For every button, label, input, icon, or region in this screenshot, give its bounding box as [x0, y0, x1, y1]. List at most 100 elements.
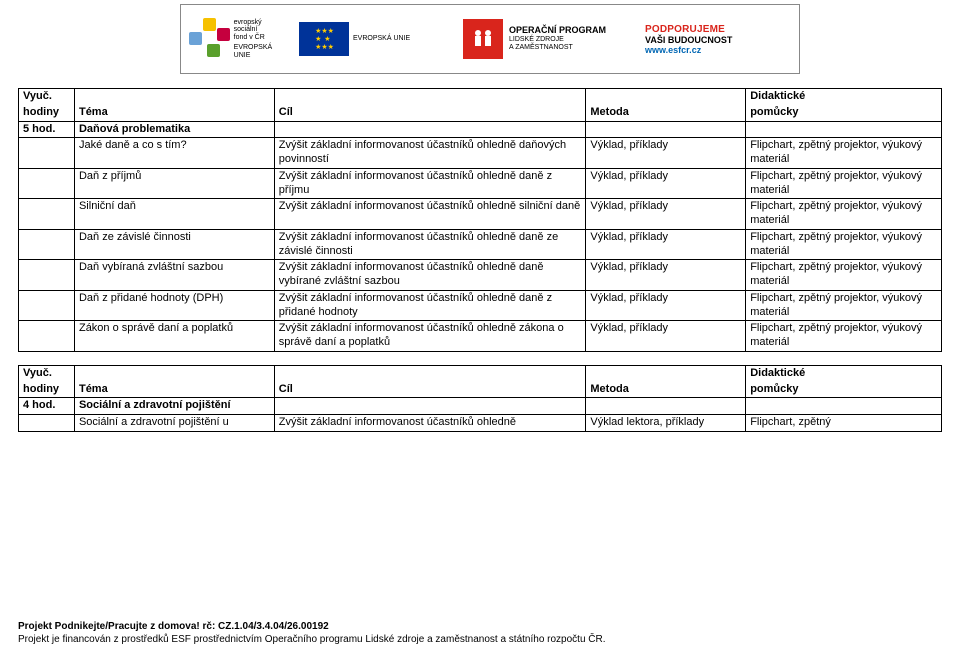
blank-cell — [586, 365, 746, 381]
eu-label: EVROPSKÁ UNIE — [353, 35, 410, 43]
esf-logo: evropský sociální fond v ČR EVROPSKÁ UNI… — [189, 9, 289, 69]
op-logo: OPERAČNÍ PROGRAM LIDSKÉ ZDROJE A ZAMĚSTN… — [463, 9, 633, 69]
section-row: 4 hod. Sociální a zdravotní pojištění — [19, 398, 942, 415]
footer-line1: Projekt Podnikejte/Pracujte z domova! rč… — [18, 620, 606, 633]
section2-title: Sociální a zdravotní pojištění — [74, 398, 274, 415]
support-line1: PODPORUJEME — [645, 24, 795, 35]
blank-cell — [19, 138, 75, 169]
row-cil: Zvýšit základní informovanost účastníků … — [274, 321, 586, 352]
esf-icon — [189, 18, 230, 60]
row-tema: Daň ze závislé činnosti — [74, 229, 274, 260]
row-cil: Zvýšit základní informovanost účastníků … — [274, 415, 586, 432]
table-header-row-1: Vyuč. Didaktické — [19, 89, 942, 105]
col-cil-h2: Cíl — [274, 105, 586, 121]
eu-line1: EVROPSKÁ UNIE — [353, 35, 410, 43]
col-tema-h2: Téma — [74, 105, 274, 121]
table-row: Daň z přidané hodnoty (DPH)Zvýšit základ… — [19, 290, 942, 321]
blank-cell — [19, 199, 75, 230]
col-pomucky-h2: pomůcky — [746, 105, 942, 121]
col-hours-h2: hodiny — [19, 105, 75, 121]
col-hours-h2b: hodiny — [19, 382, 75, 398]
row-metoda: Výklad, příklady — [586, 138, 746, 169]
table-row: Jaké daně a co s tím?Zvýšit základní inf… — [19, 138, 942, 169]
row-metoda: Výklad, příklady — [586, 199, 746, 230]
esf-dot-blue — [189, 32, 202, 45]
support-logo: PODPORUJEME VAŠI BUDOUCNOST www.esfcr.cz — [645, 9, 795, 69]
col-cil-h1 — [274, 89, 586, 105]
table-header2-row-2: hodiny Téma Cíl Metoda pomůcky — [19, 382, 942, 398]
row-cil: Zvýšit základní informovanost účastníků … — [274, 168, 586, 199]
esf-line2: sociální — [234, 26, 289, 34]
row-metoda: Výklad, příklady — [586, 260, 746, 291]
section2-hours: 4 hod. — [19, 398, 75, 415]
col-tema-h1 — [74, 89, 274, 105]
row-metoda: Výklad, příklady — [586, 229, 746, 260]
blank-cell — [274, 398, 586, 415]
op-icon — [463, 19, 503, 59]
support-line3: www.esfcr.cz — [645, 45, 795, 55]
row-metoda: Výklad lektora, příklady — [586, 415, 746, 432]
blank-cell — [746, 398, 942, 415]
col-pomucky-h1b: Didaktické — [746, 365, 942, 381]
row-cil: Zvýšit základní informovanost účastníků … — [274, 199, 586, 230]
row-metoda: Výklad, příklady — [586, 290, 746, 321]
blank-cell — [19, 415, 75, 432]
esf-dot-green — [207, 44, 220, 57]
col-hours-h1: Vyuč. — [19, 89, 75, 105]
col-metoda-h2b: Metoda — [586, 382, 746, 398]
section-row: 5 hod. Daňová problematika — [19, 121, 942, 138]
col-pomucky-h1: Didaktické — [746, 89, 942, 105]
row-pomucky: Flipchart, zpětný projektor, výukový mat… — [746, 168, 942, 199]
row-tema: Silniční daň — [74, 199, 274, 230]
table-row: Sociální a zdravotní pojištění u Zvýšit … — [19, 415, 942, 432]
table-header-row-2: hodiny Téma Cíl Metoda pomůcky — [19, 105, 942, 121]
row-pomucky: Flipchart, zpětný projektor, výukový mat… — [746, 229, 942, 260]
row-cil: Zvýšit základní informovanost účastníků … — [274, 138, 586, 169]
esf-line3: fond v ČR — [234, 34, 289, 42]
row-pomucky: Flipchart, zpětný projektor, výukový mat… — [746, 290, 942, 321]
row-tema: Jaké daně a co s tím? — [74, 138, 274, 169]
row-tema: Daň z příjmů — [74, 168, 274, 199]
blank-cell — [19, 260, 75, 291]
curriculum-table: Vyuč. Didaktické hodiny Téma Cíl Metoda … — [18, 88, 942, 432]
table-header2-row-1: Vyuč. Didaktické — [19, 365, 942, 381]
blank-cell — [274, 365, 586, 381]
row-tema: Sociální a zdravotní pojištění u — [74, 415, 274, 432]
eu-stars-icon: ★ ★ ★★ ★★ ★ ★ — [315, 27, 333, 51]
blank-cell — [274, 121, 586, 138]
blank-cell — [586, 398, 746, 415]
op-line2: LIDSKÉ ZDROJE — [509, 36, 606, 44]
op-label: OPERAČNÍ PROGRAM LIDSKÉ ZDROJE A ZAMĚSTN… — [509, 26, 606, 51]
table-row: Daň vybíraná zvláštní sazbouZvýšit zákla… — [19, 260, 942, 291]
row-pomucky: Flipchart, zpětný projektor, výukový mat… — [746, 138, 942, 169]
row-metoda: Výklad, příklady — [586, 321, 746, 352]
table-row: Daň ze závislé činnostiZvýšit základní i… — [19, 229, 942, 260]
blank-cell — [746, 121, 942, 138]
footer: Projekt Podnikejte/Pracujte z domova! rč… — [18, 620, 606, 646]
support-line2: VAŠI BUDOUCNOST — [645, 35, 795, 45]
op-line1: OPERAČNÍ PROGRAM — [509, 26, 606, 36]
op-line3: A ZAMĚSTNANOST — [509, 44, 606, 52]
row-cil: Zvýšit základní informovanost účastníků … — [274, 260, 586, 291]
section1-title: Daňová problematika — [74, 121, 274, 138]
section1-hours: 5 hod. — [19, 121, 75, 138]
footer-line2: Projekt je financován z prostředků ESF p… — [18, 633, 606, 646]
col-cil-h2b: Cíl — [274, 382, 586, 398]
blank-cell — [19, 321, 75, 352]
row-pomucky: Flipchart, zpětný projektor, výukový mat… — [746, 199, 942, 230]
header-logo-strip: evropský sociální fond v ČR EVROPSKÁ UNI… — [180, 4, 800, 74]
row-pomucky: Flipchart, zpětný projektor, výukový mat… — [746, 321, 942, 352]
esf-label: evropský sociální fond v ČR EVROPSKÁ UNI… — [234, 19, 289, 59]
table-row: Zákon o správě daní a poplatkůZvýšit zák… — [19, 321, 942, 352]
blank-cell — [19, 168, 75, 199]
table-row: Daň z příjmůZvýšit základní informovanos… — [19, 168, 942, 199]
row-cil: Zvýšit základní informovanost účastníků … — [274, 290, 586, 321]
row-tema: Daň z přidané hodnoty (DPH) — [74, 290, 274, 321]
col-hours-h1b: Vyuč. — [19, 365, 75, 381]
row-tema: Zákon o správě daní a poplatků — [74, 321, 274, 352]
col-tema-h2b: Téma — [74, 382, 274, 398]
col-metoda-h1 — [586, 89, 746, 105]
table-row: Silniční daňZvýšit základní informovanos… — [19, 199, 942, 230]
esf-line1: evropský — [234, 19, 289, 27]
blank-cell — [19, 290, 75, 321]
